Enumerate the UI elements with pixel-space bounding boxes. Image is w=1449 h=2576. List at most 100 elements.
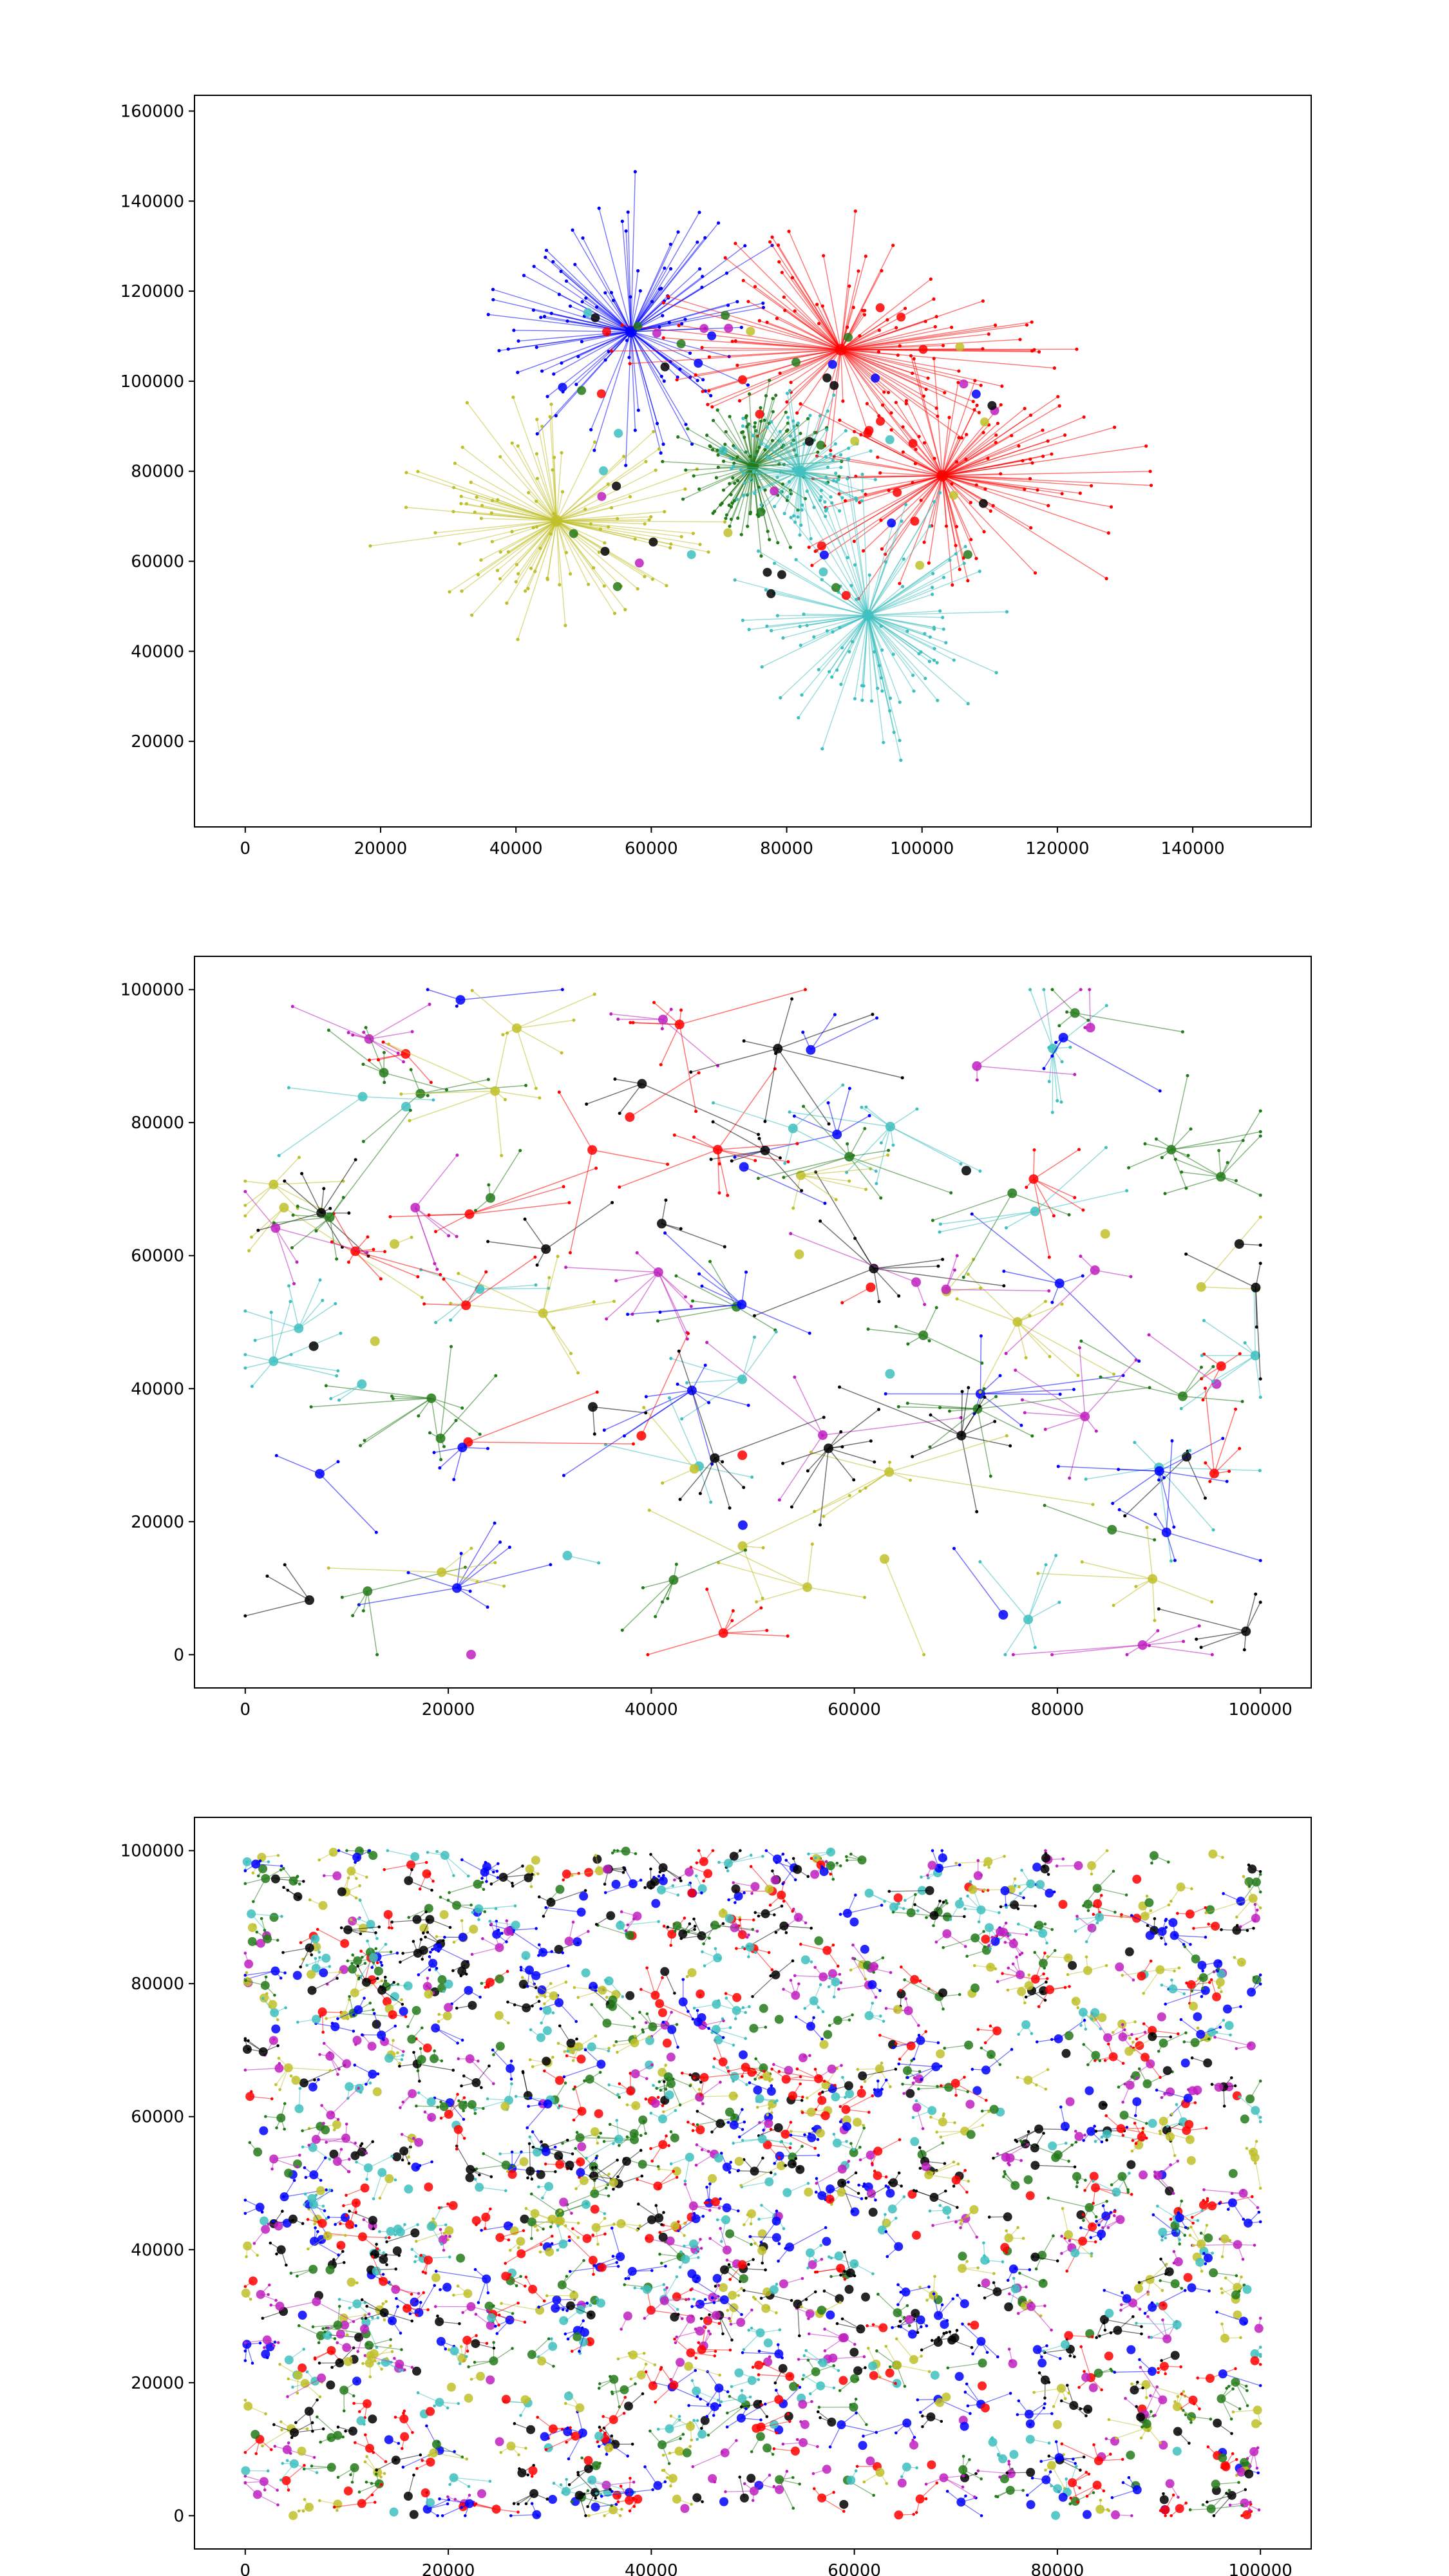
member-point [480, 2228, 483, 2232]
cluster-link [1005, 1619, 1029, 1655]
cluster-center [1231, 2290, 1240, 2300]
member-point [661, 301, 665, 305]
member-point [668, 242, 672, 246]
member-point [1156, 1629, 1160, 1633]
member-point [783, 1161, 787, 1165]
member-point [1047, 1255, 1051, 1259]
cluster-link [799, 471, 826, 517]
member-point [342, 2204, 345, 2208]
cluster-link [840, 314, 865, 350]
cluster-center [327, 2345, 336, 2355]
member-point [848, 1179, 851, 1183]
member-point [399, 2331, 402, 2335]
member-point [496, 498, 500, 502]
y-tick-label: 140000 [120, 192, 184, 211]
scatter-panel-middle: 0 20000 40000 60000 80000 1000000200004000060… [120, 956, 1312, 1719]
member-point [655, 422, 659, 426]
member-point [548, 415, 552, 419]
member-point [487, 1183, 491, 1187]
cluster-link [630, 212, 700, 332]
cluster-center [491, 2505, 501, 2514]
member-point [761, 305, 766, 310]
cluster-link [273, 1360, 338, 1372]
cluster-center [422, 2043, 432, 2053]
member-point [942, 576, 946, 580]
cluster-link [658, 1272, 688, 1333]
cluster-link [840, 278, 931, 350]
member-point [407, 1916, 411, 1919]
member-point [527, 491, 531, 495]
member-point [327, 1566, 330, 1570]
member-point [432, 1450, 436, 1454]
cluster-link [867, 614, 926, 679]
member-point [1050, 1110, 1054, 1114]
member-point [891, 2326, 894, 2329]
member-point [962, 562, 966, 565]
member-point [336, 1460, 340, 1464]
member-point [931, 592, 934, 596]
cluster-center [357, 1379, 367, 1389]
member-point [733, 481, 737, 486]
cluster-link [730, 458, 800, 472]
cluster-link [586, 1083, 643, 1105]
member-point [659, 374, 663, 379]
member-point [1145, 1894, 1149, 1898]
member-point [361, 1609, 365, 1613]
member-point [368, 544, 372, 548]
cluster-link [624, 1390, 692, 1437]
member-point [478, 1995, 482, 1999]
cluster-link [553, 331, 632, 375]
cluster-link [1033, 1179, 1050, 1258]
member-point [434, 1229, 438, 1233]
cluster-center [1111, 2510, 1121, 2520]
cluster-link [621, 221, 632, 332]
member-point [949, 1191, 953, 1195]
cluster-link [817, 455, 943, 477]
cluster-link [598, 208, 632, 332]
member-point [912, 357, 916, 361]
member-point [819, 495, 823, 499]
member-point [499, 2450, 503, 2454]
member-point [954, 544, 958, 547]
member-point [1162, 1476, 1166, 1480]
member-point [965, 433, 969, 437]
member-point [944, 524, 949, 528]
cluster-center [724, 323, 734, 333]
cluster-link [942, 475, 1036, 574]
cluster-link [1166, 1531, 1261, 1561]
cluster-link [891, 430, 943, 477]
cluster-link [735, 340, 841, 350]
member-point [672, 1133, 676, 1137]
member-point [996, 421, 1000, 426]
cluster-link [867, 615, 873, 701]
member-point [755, 1600, 759, 1604]
member-point [705, 433, 709, 437]
cluster-center [969, 2205, 979, 2215]
member-point [778, 1156, 782, 1160]
member-point [544, 249, 549, 252]
cluster-center [1249, 2447, 1259, 2456]
member-point [1048, 1355, 1052, 1359]
member-point [1144, 444, 1148, 448]
cluster-link [630, 331, 693, 444]
cluster-link [665, 1233, 743, 1305]
cluster-center [791, 1991, 800, 2000]
member-point [597, 206, 601, 210]
member-point [678, 1497, 682, 1501]
cluster-center [506, 2441, 516, 2451]
cluster-link [621, 1579, 674, 1631]
member-point [864, 1188, 868, 1191]
member-point [552, 372, 556, 376]
member-point [363, 1439, 366, 1443]
member-point [516, 2502, 520, 2506]
member-point [435, 1935, 439, 1938]
member-point [994, 1395, 998, 1399]
cluster-center [956, 1430, 967, 1441]
cluster-center [426, 1393, 437, 1403]
member-point [880, 648, 884, 652]
member-point [678, 2266, 682, 2269]
member-point [911, 1455, 914, 1459]
member-point [515, 563, 519, 567]
cluster-center [634, 558, 644, 568]
member-point [409, 1068, 413, 1072]
